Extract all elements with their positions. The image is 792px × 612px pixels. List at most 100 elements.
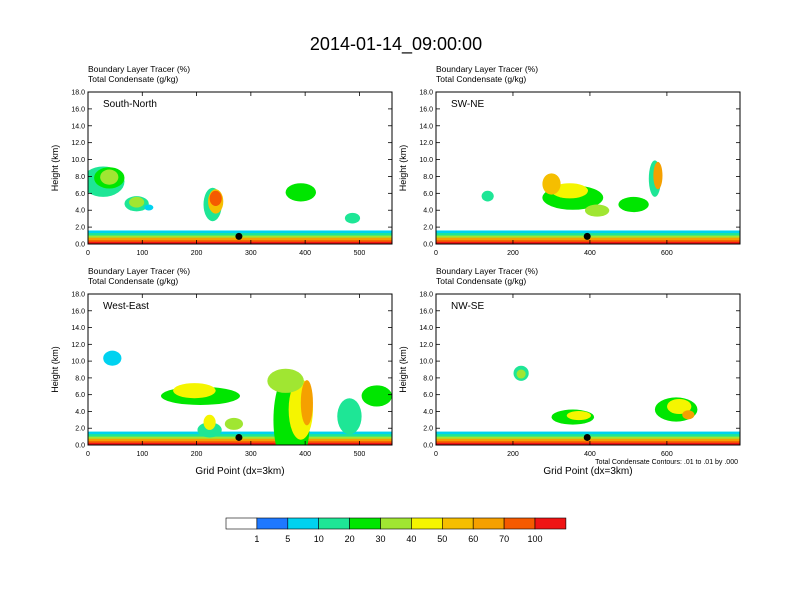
colorbar-swatch: [472, 517, 505, 530]
tracer-cell: [203, 414, 216, 430]
tracer-cell: [100, 169, 119, 185]
tracer-cell: [173, 383, 216, 399]
x-tick-label: 200: [191, 250, 203, 257]
x-tick-label: 0: [434, 451, 438, 458]
x-tick-label: 600: [661, 250, 673, 257]
y-tick-label: 10.0: [71, 359, 85, 366]
x-tick-label: 200: [191, 451, 203, 458]
y-tick-label: 12.0: [71, 342, 85, 349]
tracer-cell: [542, 173, 561, 195]
tracer-cell: [566, 411, 592, 421]
y-tick-label: 12.0: [71, 140, 85, 147]
panel-label: SW-NE: [451, 99, 484, 110]
y-axis-label: Height (km): [50, 346, 60, 393]
panel-nw-se: 0.0 2.0 4.0 6.0 8.0 10.0 12.0 14.0 16.0 18.0 0 200 4…: [398, 266, 741, 477]
plot-area: [436, 294, 740, 445]
tracer-cell: [267, 368, 304, 393]
y-tick-label: 2.0: [423, 426, 433, 433]
y-tick-label: 0.0: [423, 443, 433, 450]
y-tick-label: 8.0: [423, 174, 433, 181]
colorbar-swatch: [287, 517, 319, 530]
y-tick-label: 2.0: [75, 225, 85, 232]
y-tick-label: 14.0: [419, 123, 433, 130]
colorbar-swatch: [503, 517, 536, 530]
y-tick-label: 8.0: [423, 375, 433, 382]
y-tick-label: 16.0: [71, 106, 85, 113]
contour-footnote: Total Condensate Contours: .01 to .01 by…: [595, 459, 738, 466]
location-marker: [235, 232, 243, 240]
plot-frame: [87, 91, 393, 245]
tracer-cell: [197, 422, 222, 438]
y-tick-label: 18.0: [419, 90, 433, 97]
y-tick-label: 14.0: [71, 123, 85, 130]
tracer-cell: [516, 369, 526, 379]
y-tick-label: 14.0: [419, 325, 433, 332]
colorbar-swatch: [318, 517, 350, 530]
x-tick-label: 200: [507, 451, 519, 458]
colorbar-label: 20: [345, 534, 355, 544]
x-axis-label: Grid Point (dx=3km): [195, 466, 284, 477]
x-tick-label: 100: [136, 250, 148, 257]
plot-frame: [435, 293, 741, 446]
colorbar-label: 100: [527, 534, 542, 544]
y-tick-label: 16.0: [419, 308, 433, 315]
y-tick-label: 2.0: [423, 225, 433, 232]
tracer-cell: [285, 183, 316, 202]
panel-west-east: 0.0 2.0 4.0 6.0 8.0 10.0 12.0 14.0 16.0 18.0 0 100 2…: [50, 266, 393, 477]
panel-header-line: Total Condensate (g/kg): [436, 74, 526, 84]
x-tick-label: 300: [245, 250, 257, 257]
tracer-cell: [551, 183, 588, 199]
colorbar-label: 50: [437, 534, 447, 544]
boundary-layer-band: [436, 442, 740, 445]
tracer-cell: [209, 190, 222, 206]
tracer-cell: [584, 204, 610, 217]
y-tick-label: 18.0: [419, 292, 433, 299]
x-tick-label: 400: [584, 250, 596, 257]
y-tick-label: 8.0: [75, 375, 85, 382]
panel-header-line: Boundary Layer Tracer (%): [88, 64, 190, 74]
colorbar-label: 70: [499, 534, 509, 544]
plot-area: [88, 92, 392, 244]
tracer-cell: [667, 398, 692, 415]
y-tick-label: 18.0: [71, 90, 85, 97]
tracer-cell: [481, 190, 494, 202]
panel-label: South-North: [103, 99, 157, 110]
colorbar-swatch: [411, 517, 443, 530]
colorbar-swatch: [225, 517, 258, 530]
colorbar: 1 5 10 20 30 40 50 60 70 100: [225, 517, 567, 544]
tracer-cell: [682, 410, 695, 420]
y-tick-label: 4.0: [423, 208, 433, 215]
y-tick-label: 0.0: [423, 242, 433, 249]
x-tick-label: 200: [507, 250, 519, 257]
x-axis-label: Grid Point (dx=3km): [543, 466, 632, 477]
colorbar-swatch: [256, 517, 289, 530]
y-tick-label: 16.0: [419, 106, 433, 113]
colorbar-swatch: [349, 517, 381, 530]
colorbar-swatch: [380, 517, 412, 530]
x-tick-label: 0: [86, 451, 90, 458]
panel-header-line: Total Condensate (g/kg): [88, 74, 178, 84]
y-tick-label: 2.0: [75, 426, 85, 433]
y-tick-label: 4.0: [75, 208, 85, 215]
x-tick-label: 500: [354, 250, 366, 257]
y-tick-label: 18.0: [71, 292, 85, 299]
panels: 0.0 2.0 4.0 6.0 8.0 10.0 12.0 14.0 16.0 18.0 0 100 2…: [50, 64, 741, 477]
y-tick-label: 10.0: [419, 157, 433, 164]
x-tick-label: 100: [136, 451, 148, 458]
location-marker: [583, 232, 591, 240]
panel-label: West-East: [103, 301, 149, 312]
colorbar-label: 30: [375, 534, 385, 544]
y-tick-label: 10.0: [71, 157, 85, 164]
x-tick-label: 400: [299, 451, 311, 458]
panel-header-line: Boundary Layer Tracer (%): [436, 266, 538, 276]
boundary-layer-band: [88, 442, 392, 445]
y-tick-label: 4.0: [75, 409, 85, 416]
boundary-layer-band: [88, 241, 392, 244]
location-marker: [235, 433, 243, 441]
y-axis-label: Height (km): [398, 145, 408, 192]
panel-sw-ne: 0.0 2.0 4.0 6.0 8.0 10.0 12.0 14.0 16.0 18.0 0 200 4…: [398, 64, 741, 257]
tracer-cell: [144, 204, 154, 211]
panel-label: NW-SE: [451, 301, 484, 312]
y-tick-label: 6.0: [75, 191, 85, 198]
